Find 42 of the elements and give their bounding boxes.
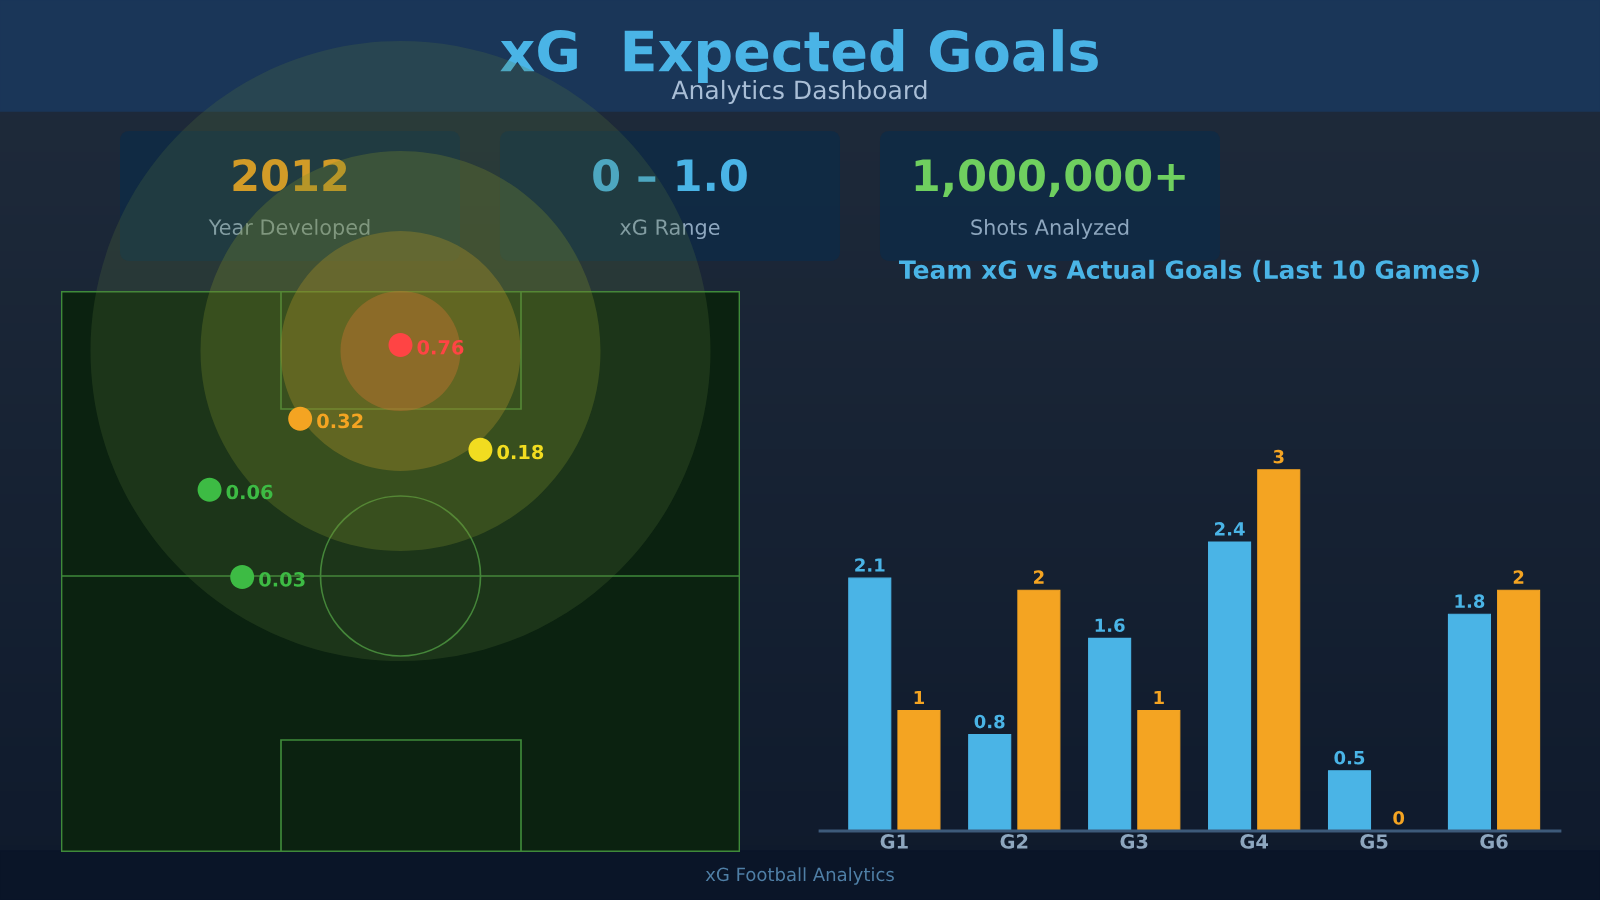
data-label: 1 [914,690,924,705]
data-label: 2 [1034,570,1044,584]
data-label: 0.8 [974,714,1005,729]
bar [1088,637,1132,831]
text: 0.03 [259,572,305,587]
text: 0.06 [226,484,273,500]
text: Year Developed [208,218,370,240]
bar [1257,469,1301,831]
x-tick-label: G5 [1360,834,1388,849]
chart-title: Team xG vs Actual Goals (Last 10 Games) [898,259,1479,283]
data-label: 2.1 [855,558,885,572]
x-tick-label: G1 [880,834,908,849]
x-tick-label: G3 [1120,834,1148,849]
text: 0.18 [497,444,544,460]
data-label: 2.4 [1215,522,1245,536]
text: 0.76 [417,339,464,355]
bar [1208,541,1252,831]
text: 0 – 1.0 [593,158,747,192]
data-label: 3 [1273,449,1284,464]
bar [1017,589,1061,831]
data-label: 1 [1154,690,1164,705]
text: xG Range [620,219,720,240]
text: 0.32 [317,413,363,429]
bar [1327,770,1372,831]
text: 2012 [233,158,347,192]
bar [968,734,1012,831]
data-label: 0 [1393,811,1405,825]
bar [1447,613,1491,831]
data-label: 0.5 [1334,750,1365,765]
x-tick-label: G2 [1000,834,1028,849]
x-tick-label: G4 [1240,834,1269,849]
x-tick-label: G6 [1480,834,1508,849]
text: Shots Analyzed [971,218,1129,240]
bar [1137,710,1181,831]
text: xG Football Analytics [705,867,894,885]
bar [1497,589,1541,831]
data-label: 1.6 [1095,618,1125,633]
text: 1,000,000+ [915,158,1185,197]
bar [848,577,892,831]
data-label: 2 [1513,570,1524,584]
data-label: 1.8 [1455,594,1485,608]
bar [897,710,941,831]
